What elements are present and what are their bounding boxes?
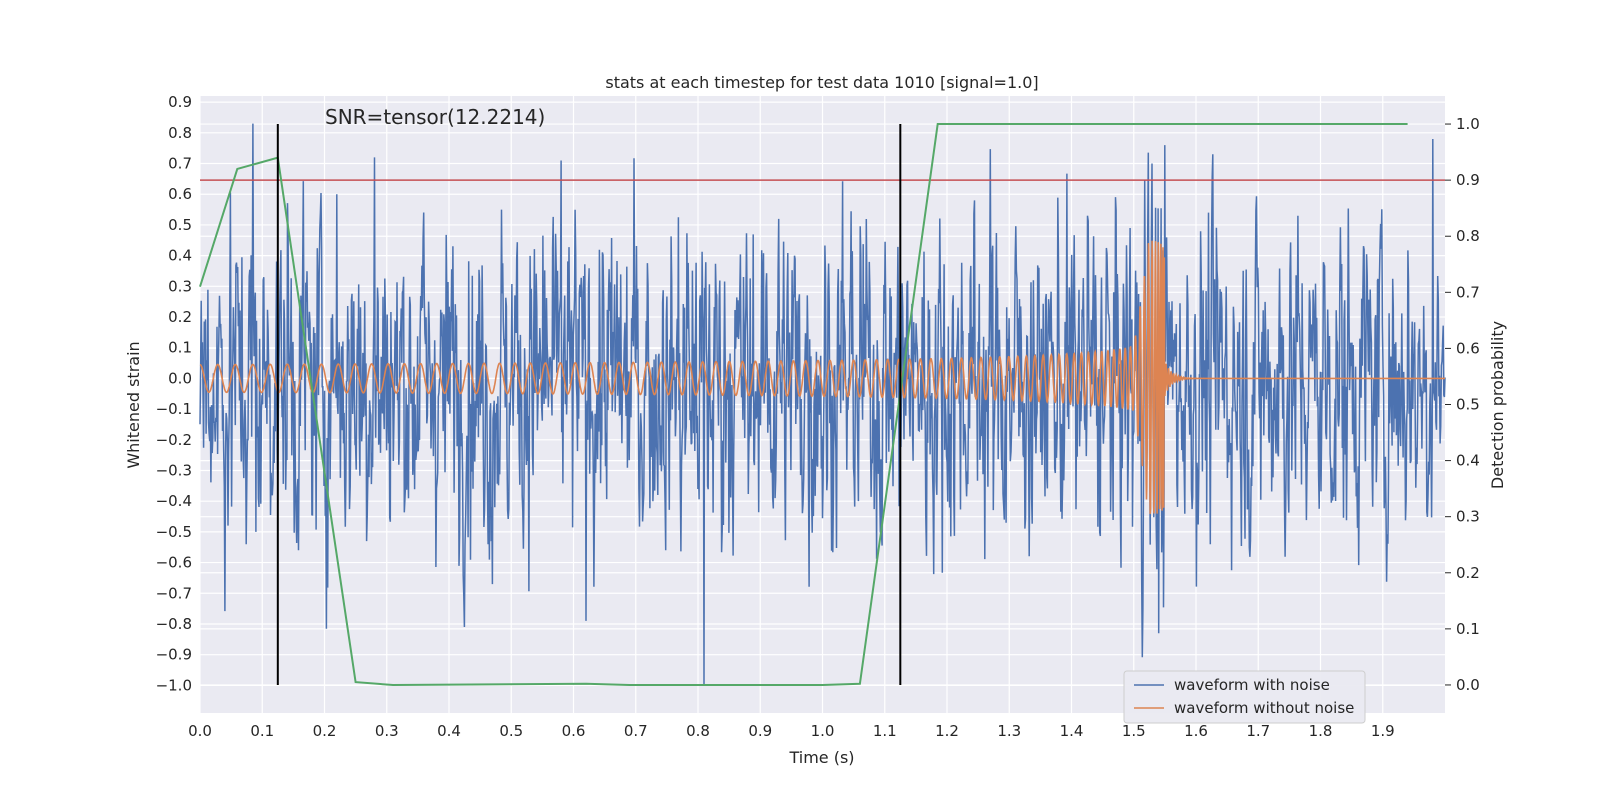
- x-tick-label: 0.7: [624, 722, 648, 740]
- y-tick-label: 0.7: [168, 155, 192, 173]
- x-tick-label: 1.0: [811, 722, 835, 740]
- x-axis-title: Time (s): [788, 748, 854, 767]
- y-tick-label: −0.8: [156, 615, 192, 633]
- legend: waveform with noise waveform without noi…: [1123, 670, 1366, 724]
- x-tick-label: 1.1: [873, 722, 897, 740]
- y-tick-label: −0.6: [156, 554, 192, 572]
- y-tick-label: 0.5: [168, 216, 192, 234]
- x-tick-label: 0.9: [748, 722, 772, 740]
- legend-label-clean: waveform without noise: [1174, 699, 1354, 717]
- y-tick-label: −0.1: [156, 400, 192, 418]
- y-tick-label: 0.1: [168, 339, 192, 357]
- y-tick-label: 0.2: [168, 308, 192, 326]
- x-tick-label: 1.5: [1122, 722, 1146, 740]
- y-right-tick-label: 0.2: [1456, 564, 1480, 582]
- y-right-tick-label: 1.0: [1456, 115, 1480, 133]
- y-tick-label: 0.8: [168, 124, 192, 142]
- x-tick-label: 0.6: [562, 722, 586, 740]
- x-tick-label: 0.8: [686, 722, 710, 740]
- y-tick-label: −1.0: [156, 676, 192, 694]
- chart-title: stats at each timestep for test data 101…: [605, 73, 1038, 92]
- y-right-axis-title: Detection probability: [1488, 321, 1507, 489]
- legend-label-noise: waveform with noise: [1174, 676, 1330, 694]
- x-tick-label: 0.2: [313, 722, 337, 740]
- y-axis-title: Whitened strain: [124, 341, 143, 468]
- series-detection-probability: [199, 123, 1408, 687]
- x-tick-label: 1.9: [1371, 722, 1395, 740]
- x-tick-label: 1.3: [997, 722, 1021, 740]
- data-layer: [199, 123, 1446, 687]
- y-right-tick-label: 0.9: [1456, 171, 1480, 189]
- y-right-tick-label: 0.1: [1456, 620, 1480, 638]
- x-tick-label: 1.4: [1060, 722, 1084, 740]
- series-clean-waveform: [199, 240, 1445, 514]
- y-tick-label: 0.9: [168, 93, 192, 111]
- y-tick-label: −0.3: [156, 461, 192, 479]
- snr-annotation: SNR=tensor(12.2214): [325, 105, 545, 129]
- y-tick-label: 0.4: [168, 247, 192, 265]
- y-right-tick-label: 0.7: [1456, 283, 1480, 301]
- y-tick-label: −0.9: [156, 646, 192, 664]
- x-tick-label: 1.6: [1184, 722, 1208, 740]
- x-tick-label: 0.3: [375, 722, 399, 740]
- x-tick-label: 0.5: [499, 722, 523, 740]
- x-tick-label: 1.8: [1309, 722, 1333, 740]
- legend-box: [1123, 670, 1366, 724]
- x-tick-label: 0.1: [250, 722, 274, 740]
- y-right-tick-label: 0.6: [1456, 339, 1480, 357]
- series-noisy-waveform: [199, 123, 1446, 686]
- y-right-tick-label: 0.5: [1456, 396, 1480, 414]
- y-right-tick-label: 0.0: [1456, 676, 1480, 694]
- x-tick-label: 0.4: [437, 722, 461, 740]
- y-tick-label: 0.0: [168, 369, 192, 387]
- y-tick-label: 0.6: [168, 185, 192, 203]
- y-tick-label: −0.2: [156, 431, 192, 449]
- y-tick-label: 0.3: [168, 277, 192, 295]
- x-tick-label: 1.2: [935, 722, 959, 740]
- y-tick-label: −0.4: [156, 492, 192, 510]
- y-right-tick-label: 0.8: [1456, 227, 1480, 245]
- y-tick-label: −0.5: [156, 523, 192, 541]
- x-tick-label: 0.0: [188, 722, 212, 740]
- y-right-tick-label: 0.3: [1456, 508, 1480, 526]
- y-tick-label: −0.7: [156, 584, 192, 602]
- ticks-layer: 0.9 0.8 0.7 0.6 0.5 0.4 0.3 0.2 0.1 0.0 −0.1 −0.2 −0…: [156, 93, 1480, 740]
- x-tick-label: 1.7: [1246, 722, 1270, 740]
- y-right-tick-label: 0.4: [1456, 452, 1480, 470]
